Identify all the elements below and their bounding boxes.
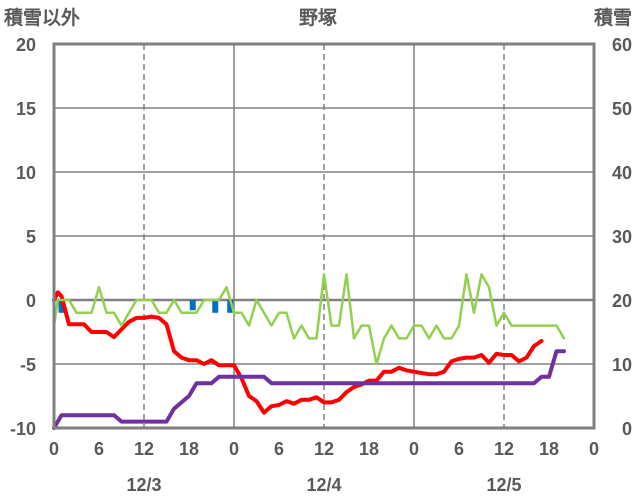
- temperature-line: [52, 290, 544, 415]
- right-tick-label: 60: [612, 35, 632, 55]
- x-tick-label: 18: [179, 439, 199, 459]
- left-tick-label: -5: [20, 355, 36, 375]
- x-tick-label: 0: [229, 439, 239, 459]
- right-tick-label: 0: [622, 419, 632, 439]
- left-tick-label: 5: [26, 227, 36, 247]
- x-tick-label: 6: [454, 439, 464, 459]
- left-tick-label: 15: [16, 99, 36, 119]
- right-tick-label: 40: [612, 163, 632, 183]
- left-axis-label: 積雪以外: [4, 6, 80, 29]
- x-tick-label: 18: [359, 439, 379, 459]
- snow_depth-line: [52, 349, 566, 430]
- date-label: 12/4: [306, 475, 341, 495]
- right-tick-label: 30: [612, 227, 632, 247]
- wind-line: [52, 273, 566, 366]
- right-tick-label: 20: [612, 291, 632, 311]
- date-label: 12/3: [126, 475, 161, 495]
- right-tick-label: 50: [612, 99, 632, 119]
- left-tick-label: 20: [16, 35, 36, 55]
- x-tick-label: 6: [274, 439, 284, 459]
- x-tick-label: 0: [409, 439, 419, 459]
- precipitation-bars: [58, 300, 234, 313]
- precipitation-bar: [212, 300, 219, 313]
- x-tick-label: 6: [94, 439, 104, 459]
- precipitation-bar: [227, 300, 234, 313]
- x-tick-label: 0: [589, 439, 599, 459]
- x-tick-label: 12: [314, 439, 334, 459]
- x-tick-label: 18: [539, 439, 559, 459]
- left-tick-label: -10: [10, 419, 36, 439]
- x-tick-label: 12: [494, 439, 514, 459]
- chart-title: 野塚: [299, 7, 337, 29]
- x-tick-label: 12: [134, 439, 154, 459]
- left-tick-label: 0: [26, 291, 36, 311]
- plot-frame: [52, 42, 596, 430]
- right-axis-label: 積雪: [594, 6, 632, 29]
- x-tick-label: 0: [49, 439, 59, 459]
- precipitation-bar: [189, 300, 196, 311]
- right-tick-label: 10: [612, 355, 632, 375]
- precipitation-bar: [58, 300, 65, 313]
- series-lines: [52, 273, 566, 430]
- date-label: 12/5: [486, 475, 521, 495]
- left-tick-label: 10: [16, 163, 36, 183]
